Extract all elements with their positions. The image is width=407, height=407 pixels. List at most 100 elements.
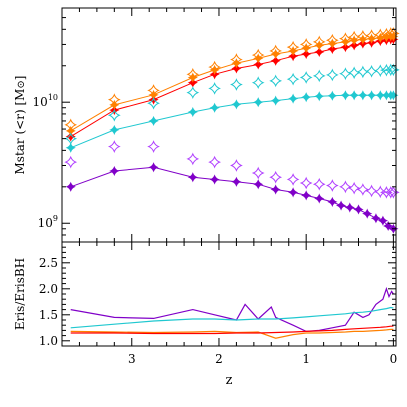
data-point — [270, 48, 281, 60]
ratio-series-0 — [70, 286, 394, 333]
data-point — [344, 202, 355, 213]
data-point — [353, 204, 364, 215]
data-point — [109, 165, 120, 177]
data-point — [339, 67, 352, 81]
data-point — [65, 142, 76, 153]
data-point — [208, 60, 221, 74]
data-point — [107, 108, 121, 122]
top-series-line — [70, 38, 394, 138]
top-panel: 109 1010 Mstar (<r) [M⊙] — [13, 7, 400, 243]
data-point — [287, 93, 299, 104]
top-tick-layer: 109 1010 — [33, 7, 396, 243]
x-tick-label: 0 — [390, 352, 398, 366]
x-axis-label: z — [226, 373, 233, 388]
data-point — [64, 118, 78, 132]
data-point — [287, 187, 299, 198]
data-point — [64, 155, 78, 169]
x-tick-label: 2 — [215, 352, 223, 366]
bottom-y-tick-label: 2.5 — [39, 256, 58, 270]
data-point — [186, 152, 200, 166]
ratio-series-2 — [70, 328, 394, 339]
data-point — [269, 170, 283, 184]
data-point — [230, 78, 243, 91]
data-point — [301, 42, 312, 54]
data-point — [327, 38, 338, 49]
data-point — [365, 64, 378, 78]
data-point — [375, 90, 386, 101]
data-point — [231, 176, 242, 187]
bottom-series-layer — [70, 286, 394, 339]
data-point — [384, 27, 398, 40]
bottom-y-tick-label: 2.0 — [39, 282, 58, 296]
bottom-panel-frame — [61, 241, 397, 347]
data-point — [356, 183, 370, 196]
data-point — [231, 99, 242, 110]
data-point — [357, 90, 368, 101]
data-point — [147, 84, 160, 97]
top-series-2 — [64, 27, 400, 132]
data-point — [373, 28, 387, 42]
data-point — [327, 196, 338, 208]
data-point — [327, 43, 338, 55]
data-point — [340, 42, 351, 53]
sun-symbol: ⊙ — [16, 80, 27, 88]
data-point — [339, 32, 352, 46]
data-point — [287, 51, 299, 62]
data-point — [107, 140, 121, 153]
top-series-3 — [65, 90, 399, 153]
data-point — [65, 181, 76, 192]
data-point — [365, 184, 378, 198]
data-point — [253, 53, 264, 64]
data-point — [65, 131, 76, 142]
data-point — [373, 64, 387, 78]
data-point — [370, 213, 382, 224]
data-point — [362, 208, 373, 219]
data-point — [357, 34, 368, 45]
bottom-tick-layer: 1.0 1.5 2.0 2.5 3 2 1 0 — [39, 242, 397, 366]
data-point — [301, 190, 312, 201]
data-point — [209, 102, 220, 113]
top-y-tick-label: 1010 — [33, 93, 58, 109]
data-point — [208, 155, 221, 169]
top-series-4 — [64, 63, 400, 146]
data-point — [312, 69, 326, 83]
data-point — [377, 215, 389, 226]
data-point — [312, 35, 326, 49]
data-point — [186, 67, 200, 81]
data-point — [312, 177, 326, 191]
data-point — [251, 48, 265, 62]
data-point — [251, 166, 265, 180]
ratio-series-1 — [70, 306, 394, 329]
data-point — [314, 193, 325, 204]
data-point — [383, 220, 394, 232]
data-point — [270, 55, 281, 66]
data-point — [231, 58, 242, 69]
data-point — [148, 162, 159, 173]
data-point — [314, 46, 325, 58]
top-series-line — [70, 166, 394, 230]
data-point — [251, 76, 265, 90]
top-y-tick-label: 109 — [38, 214, 58, 230]
top-series-6 — [64, 140, 400, 199]
data-point — [253, 97, 264, 108]
data-point — [231, 63, 242, 74]
data-point — [384, 63, 398, 77]
data-point — [253, 59, 264, 70]
data-point — [299, 71, 313, 84]
data-point — [107, 93, 121, 107]
top-y-axis-label: Mstar (<r) [M⊙] — [13, 76, 27, 175]
data-point — [340, 36, 351, 47]
bottom-y-tick-label: 1.5 — [39, 308, 58, 322]
data-point — [299, 38, 313, 51]
data-point — [187, 106, 198, 118]
data-point — [366, 33, 377, 44]
top-series-5 — [65, 162, 399, 234]
data-point — [335, 200, 347, 211]
data-point — [270, 95, 281, 106]
bottom-y-axis-label: Eris/ErisBH — [13, 258, 27, 330]
data-point — [230, 53, 243, 66]
data-point — [186, 86, 200, 99]
data-point — [349, 35, 360, 46]
x-tick-label: 1 — [302, 352, 310, 366]
